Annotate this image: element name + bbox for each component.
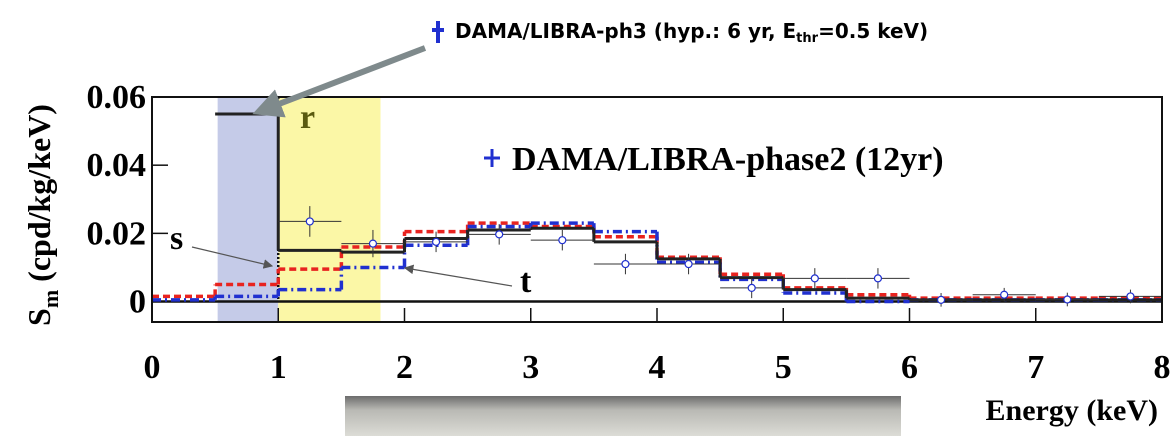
x-tick-label: 7	[1027, 349, 1044, 386]
x-tick-label: 3	[522, 349, 539, 386]
shaded-band	[278, 97, 381, 322]
x-tick-label: 8	[1154, 349, 1171, 386]
data-point	[558, 236, 567, 245]
data-point	[936, 295, 946, 304]
legend-label: DAMA/LIBRA-phase2 (12yr)	[512, 141, 944, 178]
y-tick-label: 0.06	[87, 79, 147, 116]
x-tick-label: 4	[649, 349, 666, 386]
photo-strip	[345, 396, 901, 436]
annotation-label: s	[170, 220, 183, 257]
annotation-label: r	[300, 99, 315, 136]
annotation-arrow	[191, 246, 274, 269]
top-annotation: DAMA/LIBRA-ph3 (hyp.: 6 yr, Ethr=0.5 keV…	[252, 19, 928, 118]
data-point	[684, 259, 693, 269]
annotation-text: DAMA/LIBRA-ph3 (hyp.: 6 yr, Ethr=0.5 keV…	[455, 19, 928, 46]
x-axis-label: Energy (keV)	[986, 394, 1158, 427]
data-point	[305, 217, 314, 226]
y-tick-label: 0.02	[87, 215, 147, 252]
x-tick-label: 5	[775, 349, 792, 386]
x-tick-label: 1	[270, 349, 287, 386]
data-point	[873, 274, 883, 283]
x-tick-label: 0	[144, 349, 161, 386]
annotation-arrow	[403, 264, 513, 287]
data-point	[495, 230, 504, 239]
annotation-label: t	[520, 263, 532, 300]
data-point	[1126, 292, 1135, 301]
y-tick-label: 0	[129, 284, 146, 321]
data-point	[747, 283, 756, 293]
data-point	[1063, 295, 1072, 304]
y-axis-label: Sm (cpd/kg/keV)	[21, 104, 63, 326]
plot-frame	[151, 96, 1163, 323]
x-tick-label: 2	[396, 349, 413, 386]
y-tick-label: 0.04	[87, 147, 147, 184]
data-point	[621, 259, 630, 269]
data-point	[431, 237, 441, 246]
plot-area: 0 1 2 3 4 5 6 7 8 0 0.02 0.04 0.06 DAMA/LIBRA-phase2 …	[87, 79, 1171, 386]
data-point	[1000, 290, 1009, 299]
x-tick-label: 6	[901, 349, 918, 386]
data-point	[810, 274, 819, 283]
shaded-band	[217, 97, 279, 322]
data-point	[368, 239, 378, 248]
